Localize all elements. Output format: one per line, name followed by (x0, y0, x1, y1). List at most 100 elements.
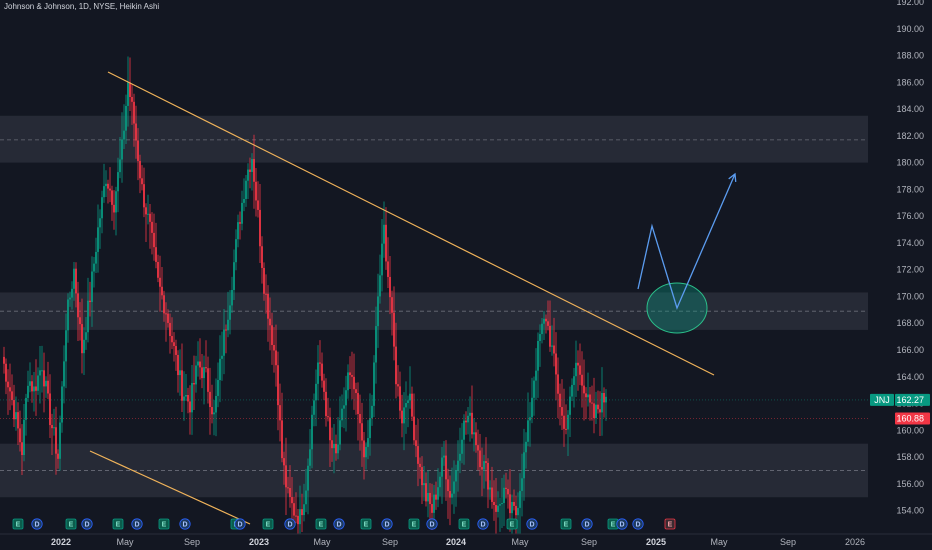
candle-body (329, 417, 331, 441)
event-marker-letter: E (266, 522, 271, 529)
projection-path[interactable] (637, 173, 736, 310)
candle-body (187, 395, 189, 402)
candle-body (439, 476, 441, 488)
candle-body (149, 213, 151, 222)
candle-body (269, 318, 271, 326)
earnings-marker-icon[interactable]: E (458, 518, 470, 530)
price-tick-label: 168.00 (896, 318, 924, 328)
candle-body (45, 380, 47, 387)
candle-body (165, 313, 167, 315)
candle-body (543, 318, 545, 324)
candle-body (343, 405, 345, 409)
candle-body (575, 362, 577, 377)
candle-body (519, 490, 521, 508)
candle-body (235, 239, 237, 263)
dividend-marker-circle (632, 518, 644, 530)
time-tick-label: 2022 (51, 537, 71, 547)
dividend-marker-icon[interactable]: D (81, 518, 93, 530)
candle-body (377, 296, 379, 327)
time-tick-label: May (116, 537, 134, 547)
candle-body (587, 394, 589, 398)
earnings-marker-icon[interactable]: E (12, 518, 24, 530)
dividend-marker-circle (284, 518, 296, 530)
earnings-marker-box (315, 518, 327, 530)
candle-body (555, 353, 557, 375)
price-tick-label: 156.00 (896, 479, 924, 489)
candle-body (155, 247, 157, 262)
event-marker-letter: E (319, 522, 324, 529)
trendline-upper[interactable] (107, 71, 715, 376)
dividend-marker-icon[interactable]: D (179, 518, 191, 530)
earnings-marker-icon[interactable]: E (65, 518, 77, 530)
earnings-marker-icon[interactable]: E (112, 518, 124, 530)
earnings-marker-box (560, 518, 572, 530)
candle-body (307, 465, 309, 491)
candle-body (229, 305, 231, 320)
time-tick-label: Sep (581, 537, 597, 547)
candle-body (35, 386, 37, 391)
dividend-marker-icon[interactable]: D (616, 518, 628, 530)
earnings-marker-icon[interactable]: E (506, 518, 518, 530)
candle-body (459, 453, 461, 461)
candle-body (301, 509, 303, 516)
candle-body (279, 405, 281, 421)
candle-body (233, 262, 235, 290)
candle-body (239, 222, 241, 224)
zone-box[interactable] (0, 115, 868, 163)
dividend-marker-icon[interactable]: D (632, 518, 644, 530)
earnings-marker-icon[interactable]: E (408, 518, 420, 530)
candle-body (5, 363, 7, 382)
dividend-marker-icon[interactable]: D (284, 518, 296, 530)
earnings-marker-icon[interactable]: E (360, 518, 372, 530)
dividend-marker-icon[interactable]: D (234, 518, 246, 530)
dividend-marker-icon[interactable]: D (477, 518, 489, 530)
candle-body (85, 332, 87, 340)
dividend-marker-icon[interactable]: D (381, 518, 393, 530)
candle-body (203, 367, 205, 379)
dividend-marker-icon[interactable]: D (526, 518, 538, 530)
dividend-marker-circle (131, 518, 143, 530)
candle-body (131, 97, 133, 102)
event-marker-letter: D (619, 522, 624, 529)
earnings-marker-icon[interactable]: E (262, 518, 274, 530)
earnings-marker-icon[interactable]: E (560, 518, 572, 530)
dividend-marker-icon[interactable]: D (31, 518, 43, 530)
dividend-marker-icon[interactable]: D (581, 518, 593, 530)
candle-body (449, 491, 451, 498)
earnings-marker-icon[interactable]: E (664, 518, 676, 530)
earnings-marker-icon[interactable]: E (158, 518, 170, 530)
candle-body (313, 400, 315, 415)
candle-body (581, 374, 583, 386)
dividend-marker-icon[interactable]: D (131, 518, 143, 530)
candle-body (331, 440, 333, 449)
candle-body (183, 396, 185, 401)
candle-body (125, 105, 127, 131)
candle-body (151, 221, 153, 233)
candle-body (277, 365, 279, 406)
candle-body (221, 355, 223, 359)
candle-body (97, 227, 99, 252)
trendline-lower[interactable] (89, 450, 251, 525)
candle-body (435, 494, 437, 500)
earnings-marker-icon[interactable]: E (315, 518, 327, 530)
candle-body (67, 299, 69, 331)
dividend-marker-icon[interactable]: D (333, 518, 345, 530)
candle-body (89, 300, 91, 303)
candle-body (441, 457, 443, 477)
dividend-marker-circle (581, 518, 593, 530)
dividend-marker-circle (31, 518, 43, 530)
candle-body (179, 370, 181, 376)
candle-body (553, 345, 555, 354)
candle-body (147, 213, 149, 215)
candle-body (513, 501, 515, 506)
dividend-marker-icon[interactable]: D (426, 518, 438, 530)
candle-body (201, 367, 203, 379)
event-marker-letter: E (668, 522, 673, 529)
candle-body (357, 393, 359, 415)
candle-body (425, 483, 427, 502)
candle-body (37, 375, 39, 391)
candle-body (505, 487, 507, 489)
candle-body (171, 336, 173, 343)
candle-body (501, 503, 503, 505)
